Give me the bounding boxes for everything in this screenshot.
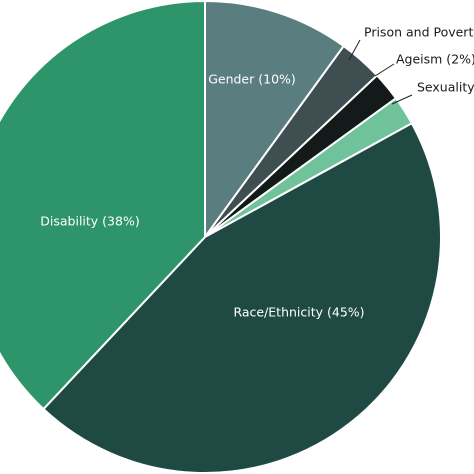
- slice-label-race-ethnicity: Race/Ethnicity (45%): [233, 305, 364, 320]
- slice-label-gender: Gender (10%): [208, 72, 296, 87]
- slice-label-disability: Disability (38%): [40, 214, 139, 229]
- slice-labels: Gender (10%) Prison and Poverty Ageism (2%…: [40, 25, 474, 320]
- slice-label-ageism: Ageism (2%): [396, 52, 474, 67]
- leader-line-ageism: [374, 63, 395, 77]
- pie-slice-gender: [204, 0, 346, 241]
- pie-slice-race-ethnicity: [42, 121, 442, 474]
- leader-line-prison-and-poverty: [348, 39, 361, 61]
- pie-slices: [0, 0, 442, 474]
- leader-lines: [348, 39, 413, 105]
- leader-line-sexuality: [391, 94, 413, 105]
- pie-slice-disability: [0, 0, 206, 411]
- slice-label-sexuality: Sexuality: [417, 80, 474, 95]
- slice-label-prison-and-poverty: Prison and Poverty: [364, 25, 474, 40]
